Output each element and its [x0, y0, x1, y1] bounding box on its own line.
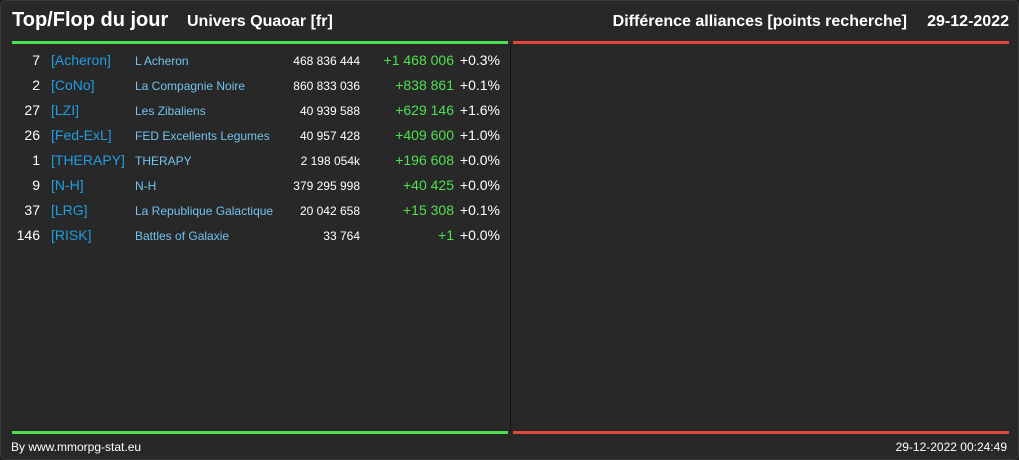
row-points: 379 295 998 [293, 179, 360, 193]
row-diff: +629 146 [395, 102, 454, 118]
row-rank: 26 [24, 127, 40, 143]
table-row: 27 [LZI] Les Zibaliens 40 939 588 +629 1… [1, 99, 510, 124]
row-points: 468 836 444 [293, 54, 360, 68]
alliance-name-link[interactable]: N-H [135, 179, 157, 193]
row-diff: +15 308 [403, 202, 454, 218]
alliance-name-link[interactable]: Les Zibaliens [135, 104, 206, 118]
row-rank: 146 [16, 227, 40, 243]
row-percent: +0.0% [459, 177, 500, 193]
alliance-name-link[interactable]: THERAPY [135, 154, 192, 168]
alliance-name-link[interactable]: La Compagnie Noire [135, 79, 246, 93]
footer-credit-link[interactable]: By www.mmorpg-stat.eu [11, 440, 142, 454]
alliance-tag-link[interactable]: [THERAPY] [51, 152, 125, 168]
universe-subtitle: Univers Quaoar [fr] [187, 13, 333, 30]
table-row: 26 [Fed-ExL] FED Excellents Legumes 40 9… [1, 124, 510, 149]
flop-accent-bar [513, 41, 1009, 44]
alliance-tag-link[interactable]: [N-H] [51, 177, 84, 193]
alliance-name-link[interactable]: FED Excellents Legumes [135, 129, 270, 143]
row-percent: +0.3% [459, 52, 500, 68]
row-diff: +196 608 [395, 152, 454, 168]
row-percent: +0.0% [459, 227, 500, 243]
row-percent: +1.0% [459, 127, 500, 143]
top-list: 7 [Acheron] L Acheron 468 836 444 +1 468… [1, 49, 510, 249]
alliance-tag-link[interactable]: [Acheron] [51, 52, 111, 68]
table-row: 9 [N-H] N-H 379 295 998 +40 425 +0.0% [1, 174, 510, 199]
row-rank: 1 [32, 152, 40, 168]
row-diff: +40 425 [403, 177, 454, 193]
flop-accent-bar-bottom [513, 431, 1009, 434]
alliance-tag-link[interactable]: [LRG] [51, 202, 88, 218]
row-points: 40 939 588 [299, 104, 360, 118]
row-points: 40 957 428 [299, 129, 360, 143]
table-row: 2 [CoNo] La Compagnie Noire 860 833 036 … [1, 74, 510, 99]
top-accent-bar-bottom [12, 431, 508, 434]
column-divider [510, 44, 511, 431]
row-points: 20 042 658 [299, 204, 360, 218]
row-rank: 7 [32, 52, 40, 68]
row-percent: +0.1% [459, 202, 500, 218]
table-row: 37 [LRG] La Republique Galactique 20 042… [1, 199, 510, 224]
row-rank: 27 [24, 102, 40, 118]
row-percent: +1.6% [459, 102, 500, 118]
row-rank: 2 [32, 77, 40, 93]
alliance-tag-link[interactable]: [LZI] [51, 102, 80, 118]
row-points: 33 764 [323, 229, 360, 243]
row-diff: +838 861 [395, 77, 454, 93]
table-row: 1 [THERAPY] THERAPY 2 198 054k +196 608 … [1, 149, 510, 174]
alliance-name-link[interactable]: L Acheron [135, 54, 189, 68]
row-diff: +409 600 [395, 127, 454, 143]
row-rank: 9 [32, 177, 40, 193]
page-title: Top/Flop du jour [12, 9, 169, 31]
table-row: 7 [Acheron] L Acheron 468 836 444 +1 468… [1, 49, 510, 74]
row-diff: +1 468 006 [383, 52, 454, 68]
row-percent: +0.1% [459, 77, 500, 93]
header-date: 29-12-2022 [927, 13, 1009, 30]
footer-timestamp: 29-12-2022 00:24:49 [895, 440, 1007, 454]
header: Top/Flop du jour Univers Quaoar [fr] Dif… [1, 1, 1018, 41]
ranking-category-title: Différence alliances [points recherche] [612, 13, 907, 30]
alliance-tag-link[interactable]: [Fed-ExL] [51, 127, 112, 143]
row-points: 2 198 054k [300, 154, 360, 168]
alliance-tag-link[interactable]: [RISK] [51, 227, 92, 243]
alliance-name-link[interactable]: Battles of Galaxie [135, 229, 230, 243]
row-percent: +0.0% [459, 152, 500, 168]
row-rank: 37 [24, 202, 40, 218]
alliance-name-link[interactable]: La Republique Galactique [135, 204, 274, 218]
table-row: 146 [RISK] Battles of Galaxie 33 764 +1 … [1, 224, 510, 249]
row-points: 860 833 036 [293, 79, 360, 93]
top-accent-bar [12, 41, 508, 44]
row-diff: +1 [438, 227, 454, 243]
alliance-tag-link[interactable]: [CoNo] [51, 77, 95, 93]
